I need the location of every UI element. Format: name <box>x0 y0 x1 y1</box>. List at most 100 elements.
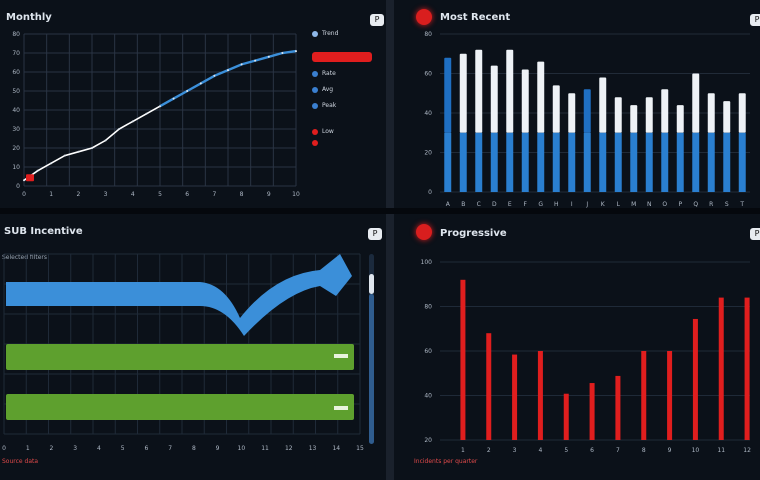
line-chart: 80 70 60 50 40 30 20 10 00 1 2 3 4 5 6 7 8 9 10 <box>12 31 300 198</box>
bar-lower <box>568 132 576 192</box>
x-tick-label: 1 <box>26 445 30 452</box>
data-point <box>254 59 257 62</box>
data-point <box>131 120 134 123</box>
data-point <box>118 128 121 130</box>
y-tick-label: 20 <box>424 437 432 444</box>
data-point <box>104 139 107 142</box>
x-tick-label: 13 <box>309 445 317 452</box>
y-tick-label: 20 <box>424 150 432 157</box>
x-tick-label: T <box>739 201 744 208</box>
y-tick-label: 20 <box>12 145 20 152</box>
horizontal-divider <box>0 208 760 214</box>
x-tick-label: 7 <box>168 445 172 452</box>
legend-label: Low <box>322 128 334 135</box>
y-tick-label: 40 <box>424 393 432 400</box>
legend-dot-icon <box>312 140 318 146</box>
x-tick-label: J <box>585 201 588 208</box>
legend-item-peak[interactable]: Peak <box>312 102 336 109</box>
y-tick-label: 10 <box>12 164 20 171</box>
bar <box>692 318 698 440</box>
bar <box>512 354 518 440</box>
panel-footnote: Source data <box>2 458 39 465</box>
legend-item-rate[interactable]: Rate <box>312 70 336 77</box>
bar-lower <box>459 132 467 192</box>
y-tick-label: 50 <box>12 88 20 95</box>
x-tick-label: F <box>524 201 528 208</box>
data-point <box>186 90 189 92</box>
bar-upper <box>521 69 529 133</box>
pin-button[interactable]: P <box>370 14 384 26</box>
bar-upper <box>537 61 545 133</box>
bar-upper <box>614 97 622 133</box>
bar-lower <box>521 132 529 192</box>
x-tick-label: K <box>601 201 606 208</box>
bar-lower <box>738 132 746 192</box>
x-tick-label: 11 <box>261 445 269 452</box>
data-point <box>267 55 270 58</box>
x-tick-label: Q <box>693 201 698 208</box>
x-tick-label: 4 <box>97 445 101 452</box>
x-tick-label: P <box>678 201 682 208</box>
y-tick-label: 60 <box>424 71 432 78</box>
flow-arrow-bar <box>6 254 352 336</box>
legend-item-extra[interactable] <box>312 140 322 146</box>
pin-button[interactable]: P <box>368 228 382 240</box>
scrollbar-thumb[interactable] <box>369 274 374 294</box>
bar-upper <box>723 101 731 133</box>
pin-button[interactable]: P <box>750 14 760 26</box>
bar <box>667 351 673 440</box>
panel-most-recent: Most Recent P 80 60 40 20 0 A B C D E F G H I J K L M N O P Q… <box>394 0 760 208</box>
bar-lower <box>506 132 514 192</box>
bar <box>615 375 621 440</box>
bar-upper <box>738 93 746 133</box>
bar <box>537 351 543 440</box>
panel-title: Monthly <box>6 12 52 23</box>
x-tick-label: 9 <box>216 445 220 452</box>
x-tick-label: S <box>725 201 729 208</box>
start-marker <box>26 174 34 182</box>
bar-chart: 80 60 40 20 0 A B C D E F G H I J K L M N O P Q R S T <box>424 31 750 208</box>
x-tick-label: D <box>492 201 497 208</box>
data-point <box>199 82 202 85</box>
bar-upper <box>444 57 452 133</box>
y-tick-label: 80 <box>424 304 432 311</box>
bar-lower <box>723 132 731 192</box>
bar-upper <box>676 105 684 133</box>
pin-button[interactable]: P <box>750 228 760 240</box>
x-tick-label: 8 <box>642 447 646 454</box>
legend-dot-icon <box>312 102 318 109</box>
bar-lower <box>475 132 483 192</box>
bar-lower <box>707 132 715 192</box>
panel-title: Most Recent <box>440 12 511 23</box>
vertical-divider <box>386 0 394 480</box>
bar-lower <box>490 132 498 192</box>
x-tick-label: 5 <box>158 191 162 198</box>
bar <box>486 333 492 440</box>
x-tick-label: 6 <box>590 447 594 454</box>
x-tick-label: 2 <box>50 445 54 452</box>
data-point <box>63 154 66 157</box>
bar-lower <box>552 132 560 192</box>
bar-lower <box>444 132 452 192</box>
x-tick-label: 4 <box>539 447 543 454</box>
x-tick-label: 9 <box>668 447 672 454</box>
legend-dot-icon <box>312 128 318 135</box>
x-tick-label: I <box>571 201 573 208</box>
x-tick-label: R <box>709 201 713 208</box>
data-point <box>23 179 25 182</box>
data-point <box>213 74 216 77</box>
legend-highlight-bar[interactable] <box>312 52 372 62</box>
legend-item-trend[interactable]: Trend <box>312 30 338 37</box>
flow-bar-chart: 0 1 2 3 4 5 6 7 8 9 10 11 12 13 14 15 <box>2 253 364 452</box>
bar-upper <box>707 93 715 133</box>
data-point <box>91 147 93 149</box>
bar-upper <box>490 65 498 133</box>
bar-lower <box>583 132 591 192</box>
legend-item-avg[interactable]: Avg <box>312 86 333 93</box>
bar-lower <box>599 132 607 192</box>
scrollbar-thumb-blue[interactable] <box>369 294 374 444</box>
bar-upper <box>599 77 607 133</box>
x-tick-label: 2 <box>76 191 80 198</box>
legend-item-low[interactable]: Low <box>312 128 334 135</box>
x-tick-label: 3 <box>73 445 77 452</box>
